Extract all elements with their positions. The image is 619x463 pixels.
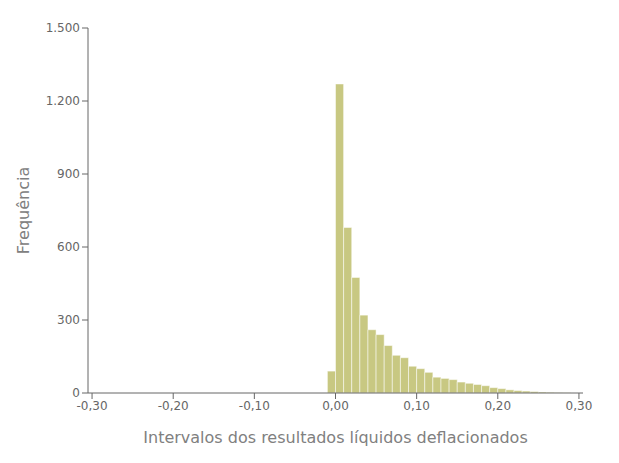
svg-text:1.500: 1.500 (46, 21, 80, 35)
svg-text:Frequência: Frequência (14, 167, 33, 254)
svg-text:0,00: 0,00 (322, 399, 349, 413)
svg-text:-0,30: -0,30 (77, 399, 108, 413)
svg-text:0,20: 0,20 (484, 399, 511, 413)
svg-text:-0,20: -0,20 (158, 399, 189, 413)
svg-text:Intervalos dos resultados líqu: Intervalos dos resultados líquidos defla… (143, 428, 527, 447)
svg-text:0: 0 (72, 386, 80, 400)
svg-text:0,30: 0,30 (566, 399, 593, 413)
svg-text:0,10: 0,10 (403, 399, 430, 413)
svg-text:900: 900 (57, 167, 80, 181)
svg-text:600: 600 (57, 240, 80, 254)
svg-text:300: 300 (57, 313, 80, 327)
svg-text:1.200: 1.200 (46, 94, 80, 108)
svg-text:-0,10: -0,10 (239, 399, 270, 413)
